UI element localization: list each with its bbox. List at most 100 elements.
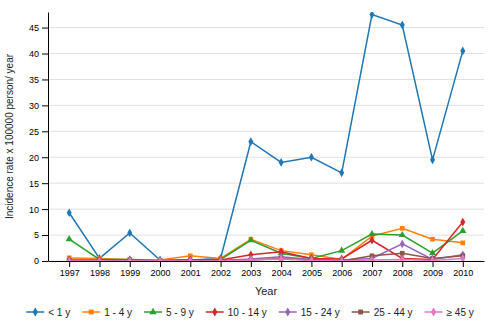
y-tick-label: 40 [29,49,39,59]
x-tick-label: 2005 [302,268,322,278]
x-tick-label: 2006 [332,268,352,278]
legend-label: 1 - 4 y [104,307,132,318]
legend-item: 10 - 14 y [206,307,267,318]
marks [66,12,467,261]
legend-label: 25 - 44 y [374,307,413,318]
point [127,229,132,238]
legend-item: 1 - 4 y [82,307,132,318]
legend-item: 25 - 44 y [352,307,413,318]
x-axis-line [49,261,485,262]
x-tick: 2009 [423,261,443,278]
y-tick: 35 [29,75,48,85]
legend-marker [431,307,436,316]
point [309,153,314,162]
series [67,218,466,261]
point [248,137,253,146]
point [127,256,132,261]
y-tick: 20 [29,153,48,163]
grid-line [48,131,484,132]
x-tick-mark [402,261,403,267]
point [430,237,435,242]
y-tick-label: 15 [29,179,39,189]
x-tick-mark [130,261,131,267]
series [67,12,466,261]
series [66,227,467,261]
x-tick-mark [281,261,282,267]
legend-marker [89,310,94,315]
y-tick-mark [42,105,48,106]
point [67,256,72,261]
point [459,227,466,233]
x-tick-mark [372,261,373,267]
point [368,230,375,236]
y-tick-label: 30 [29,101,39,111]
series [67,254,466,261]
series [67,251,465,261]
x-tick-mark [69,261,70,267]
point [369,236,374,245]
y-tick: 25 [29,127,48,137]
point [127,257,132,261]
point [338,247,345,253]
x-tick: 2000 [151,261,171,278]
point [399,231,406,237]
point [188,257,193,261]
x-tick: 2003 [241,261,261,278]
point [248,256,253,261]
x-tick: 2008 [393,261,413,278]
x-axis: 1997199819992000200120022003200420052006… [49,261,485,278]
grid-line [48,27,484,28]
y-tick-label: 35 [29,75,39,85]
y-tick-label: 45 [29,23,39,33]
point [218,256,223,261]
point [127,257,132,261]
point [279,255,284,261]
grid-line [48,209,484,210]
x-tick-label: 1999 [120,268,140,278]
y-tick-mark [42,183,48,184]
x-tick-mark [190,261,191,267]
point [97,256,102,261]
legend-item: < 1 y [26,307,70,318]
x-tick-label: 1997 [60,268,80,278]
point [460,254,465,261]
point [460,240,465,245]
legend-marker [358,310,363,315]
series-line [69,222,463,261]
x-tick-label: 2004 [272,268,292,278]
x-tick-label: 2007 [362,268,382,278]
chart: 1997199819992000200120022003200420052006… [0,0,500,321]
legend-item: 15 - 24 y [279,307,340,318]
y-tick-label: 10 [29,205,39,215]
y-axis: 0 5 10 15 20 25 30 35 40 45 [29,13,49,267]
y-tick-label: 0 [34,256,39,266]
x-tick: 1998 [90,261,110,278]
x-tick-label: 2010 [453,268,473,278]
y-tick: 30 [29,101,48,111]
point [339,257,344,261]
x-tick-mark [251,261,252,267]
grid-line [48,79,484,80]
legend-marker [285,307,290,316]
x-tick-label: 2001 [181,268,201,278]
x-tick: 1999 [120,261,140,278]
series [67,226,465,261]
point [158,257,163,261]
series [67,240,466,261]
y-tick-mark [42,54,48,55]
x-tick-label: 2000 [151,268,171,278]
y-tick-label: 20 [29,153,39,163]
x-tick-mark [221,261,222,267]
y-tick-mark [42,131,48,132]
legend-label: 15 - 24 y [301,307,340,318]
y-tick-mark [42,28,48,29]
grid-line [48,105,484,106]
point [400,21,405,30]
series-line [69,15,463,260]
y-tick-label: 5 [34,230,39,240]
x-tick-label: 2008 [393,268,413,278]
y-tick: 0 [34,256,48,266]
x-tick-mark [160,261,161,267]
x-tick: 2006 [332,261,352,278]
point [430,155,435,164]
